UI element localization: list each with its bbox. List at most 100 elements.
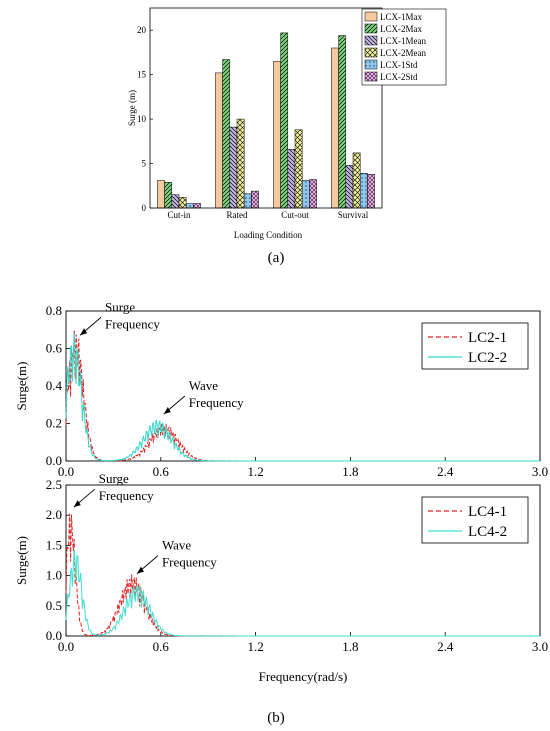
y-tick-label: 15 [137,70,147,80]
bar-pattern [280,32,288,209]
x-tick-label: Cut-in [167,210,191,220]
y-tick-label: 10 [137,114,147,124]
bar [215,72,223,209]
plot-frame [149,7,383,209]
y-axis-label: Surge(m) [14,362,29,411]
legend-swatch-pattern [365,48,377,57]
bar-pattern [287,149,295,208]
bar-pattern [237,119,245,208]
legend-box [421,496,529,544]
series-line [65,333,540,462]
bar-pattern [186,203,194,208]
legend-label: LC4-2 [468,524,507,540]
bar [273,61,281,209]
panel-a-bar-chart: 0 5 10 15 20 Cut-in Rated Cut-out Survival LCX-1… [127,7,447,266]
panel-label-b: (b) [267,710,285,726]
y-tick-label: 0 [142,203,147,213]
x-axis-label: Loading Condition [234,230,303,240]
legend-swatch-pattern [365,60,377,69]
y-tick-label: 2.0 [46,507,62,522]
y-tick-label: 5 [142,159,147,169]
annotation-arrowhead [80,328,88,336]
y-tick-label: 0.2 [46,416,62,431]
x-tick-label: 2.4 [437,639,454,654]
y-tick-label: 0.0 [46,453,62,468]
y-tick-label: 2.5 [46,477,62,492]
annotation-text: Wave [189,378,218,393]
bar-pattern [302,180,310,208]
legend-label: LCX-1Max [380,12,422,22]
bar-pattern [164,182,172,208]
x-tick-label: 0.6 [153,639,170,654]
spectrum-chart-lc2: 0.0 0.2 0.4 0.6 0.8 0.0 0.6 1.2 1.8 2.4 3.0 Surge(m… [14,299,548,479]
legend-swatch-pattern [365,36,377,45]
annotation-arrowhead [136,566,144,574]
panel-a-axes: 0 5 10 15 20 Cut-in Rated Cut-out Survival [137,7,383,220]
y-tick-label: 1.5 [46,537,62,552]
bar-pattern [222,59,230,208]
bar-pattern [345,165,353,208]
bar-pattern [367,174,375,208]
annotation-text: Frequency [105,316,160,331]
x-tick-label: 3.0 [532,639,548,654]
legend-label: LCX-1Mean [380,36,426,46]
annotation-text: Surge [105,299,135,314]
x-tick-label: 1.2 [247,464,263,479]
legend-label: LCX-2Mean [380,48,426,58]
legend-box [421,322,529,370]
y-tick-label: 0.5 [46,598,62,613]
x-tick-label: 1.8 [342,639,358,654]
x-tick-label: 1.2 [247,639,263,654]
panel-a-legend: LCX-1Max LCX-2Max LCX-1Mean LCX-2Mean LCX-1S… [361,8,447,86]
y-axis-label: Surge (m) [127,90,137,126]
bar-group [157,32,375,209]
bar-pattern [229,127,237,208]
x-tick-label: 0.0 [58,639,74,654]
annotation-arrowhead [73,500,81,508]
bar-pattern [244,193,252,208]
y-tick-label: 1.0 [46,568,62,583]
y-tick-label: 0.8 [46,303,62,318]
y-axis-label: Surge(m) [14,536,29,585]
annotation-text: Frequency [99,488,154,503]
legend-swatch-pattern [365,24,377,33]
x-tick-label: 1.8 [342,464,358,479]
bar-pattern [193,203,201,208]
annotation-text: Wave [162,538,191,553]
annotation-text: Surge [99,471,129,486]
legend-swatch [364,11,378,22]
x-axis-label: Frequency(rad/s) [259,669,348,684]
bar-pattern [295,129,303,208]
bar-pattern [251,191,259,208]
spectrum-chart-lc4: 0.0 0.5 1.0 1.5 2.0 2.5 0.0 0.6 1.2 1.8 2.4 3.0 Surg… [14,471,548,654]
annotation-arrowhead [163,407,171,414]
bar-pattern [171,194,179,208]
x-tick-label: 0.0 [58,464,74,479]
legend-label: LCX-2Std [380,72,418,82]
annotation-text: Frequency [162,555,217,570]
x-tick-label: 3.0 [532,464,548,479]
x-tick-label: Survival [338,210,369,220]
bar-pattern [360,173,368,208]
legend-label: LCX-1Std [380,60,418,70]
y-tick-label: 20 [137,25,147,35]
bar-pattern [179,197,187,208]
legend-label: LC4-1 [468,504,507,520]
legend-label: LC2-1 [468,330,507,346]
x-tick-label: 0.6 [153,464,170,479]
y-tick-label: 0.4 [46,378,63,393]
x-tick-label: Rated [227,210,248,220]
x-tick-label: Cut-out [281,210,309,220]
bar-pattern [309,179,317,208]
bar [157,180,165,209]
panel-b-line-charts: 0.0 0.2 0.4 0.6 0.8 0.0 0.6 1.2 1.8 2.4 3.0 Surge(m… [14,299,548,726]
bar-pattern [338,35,346,208]
legend-swatch-pattern [365,72,377,81]
bar [331,47,339,209]
y-tick-label: 0.6 [46,341,63,356]
panel-label-a: (a) [268,250,285,266]
legend-label: LCX-2Max [380,24,422,34]
y-tick-label: 0.0 [46,628,62,643]
x-tick-label: 2.4 [437,464,454,479]
